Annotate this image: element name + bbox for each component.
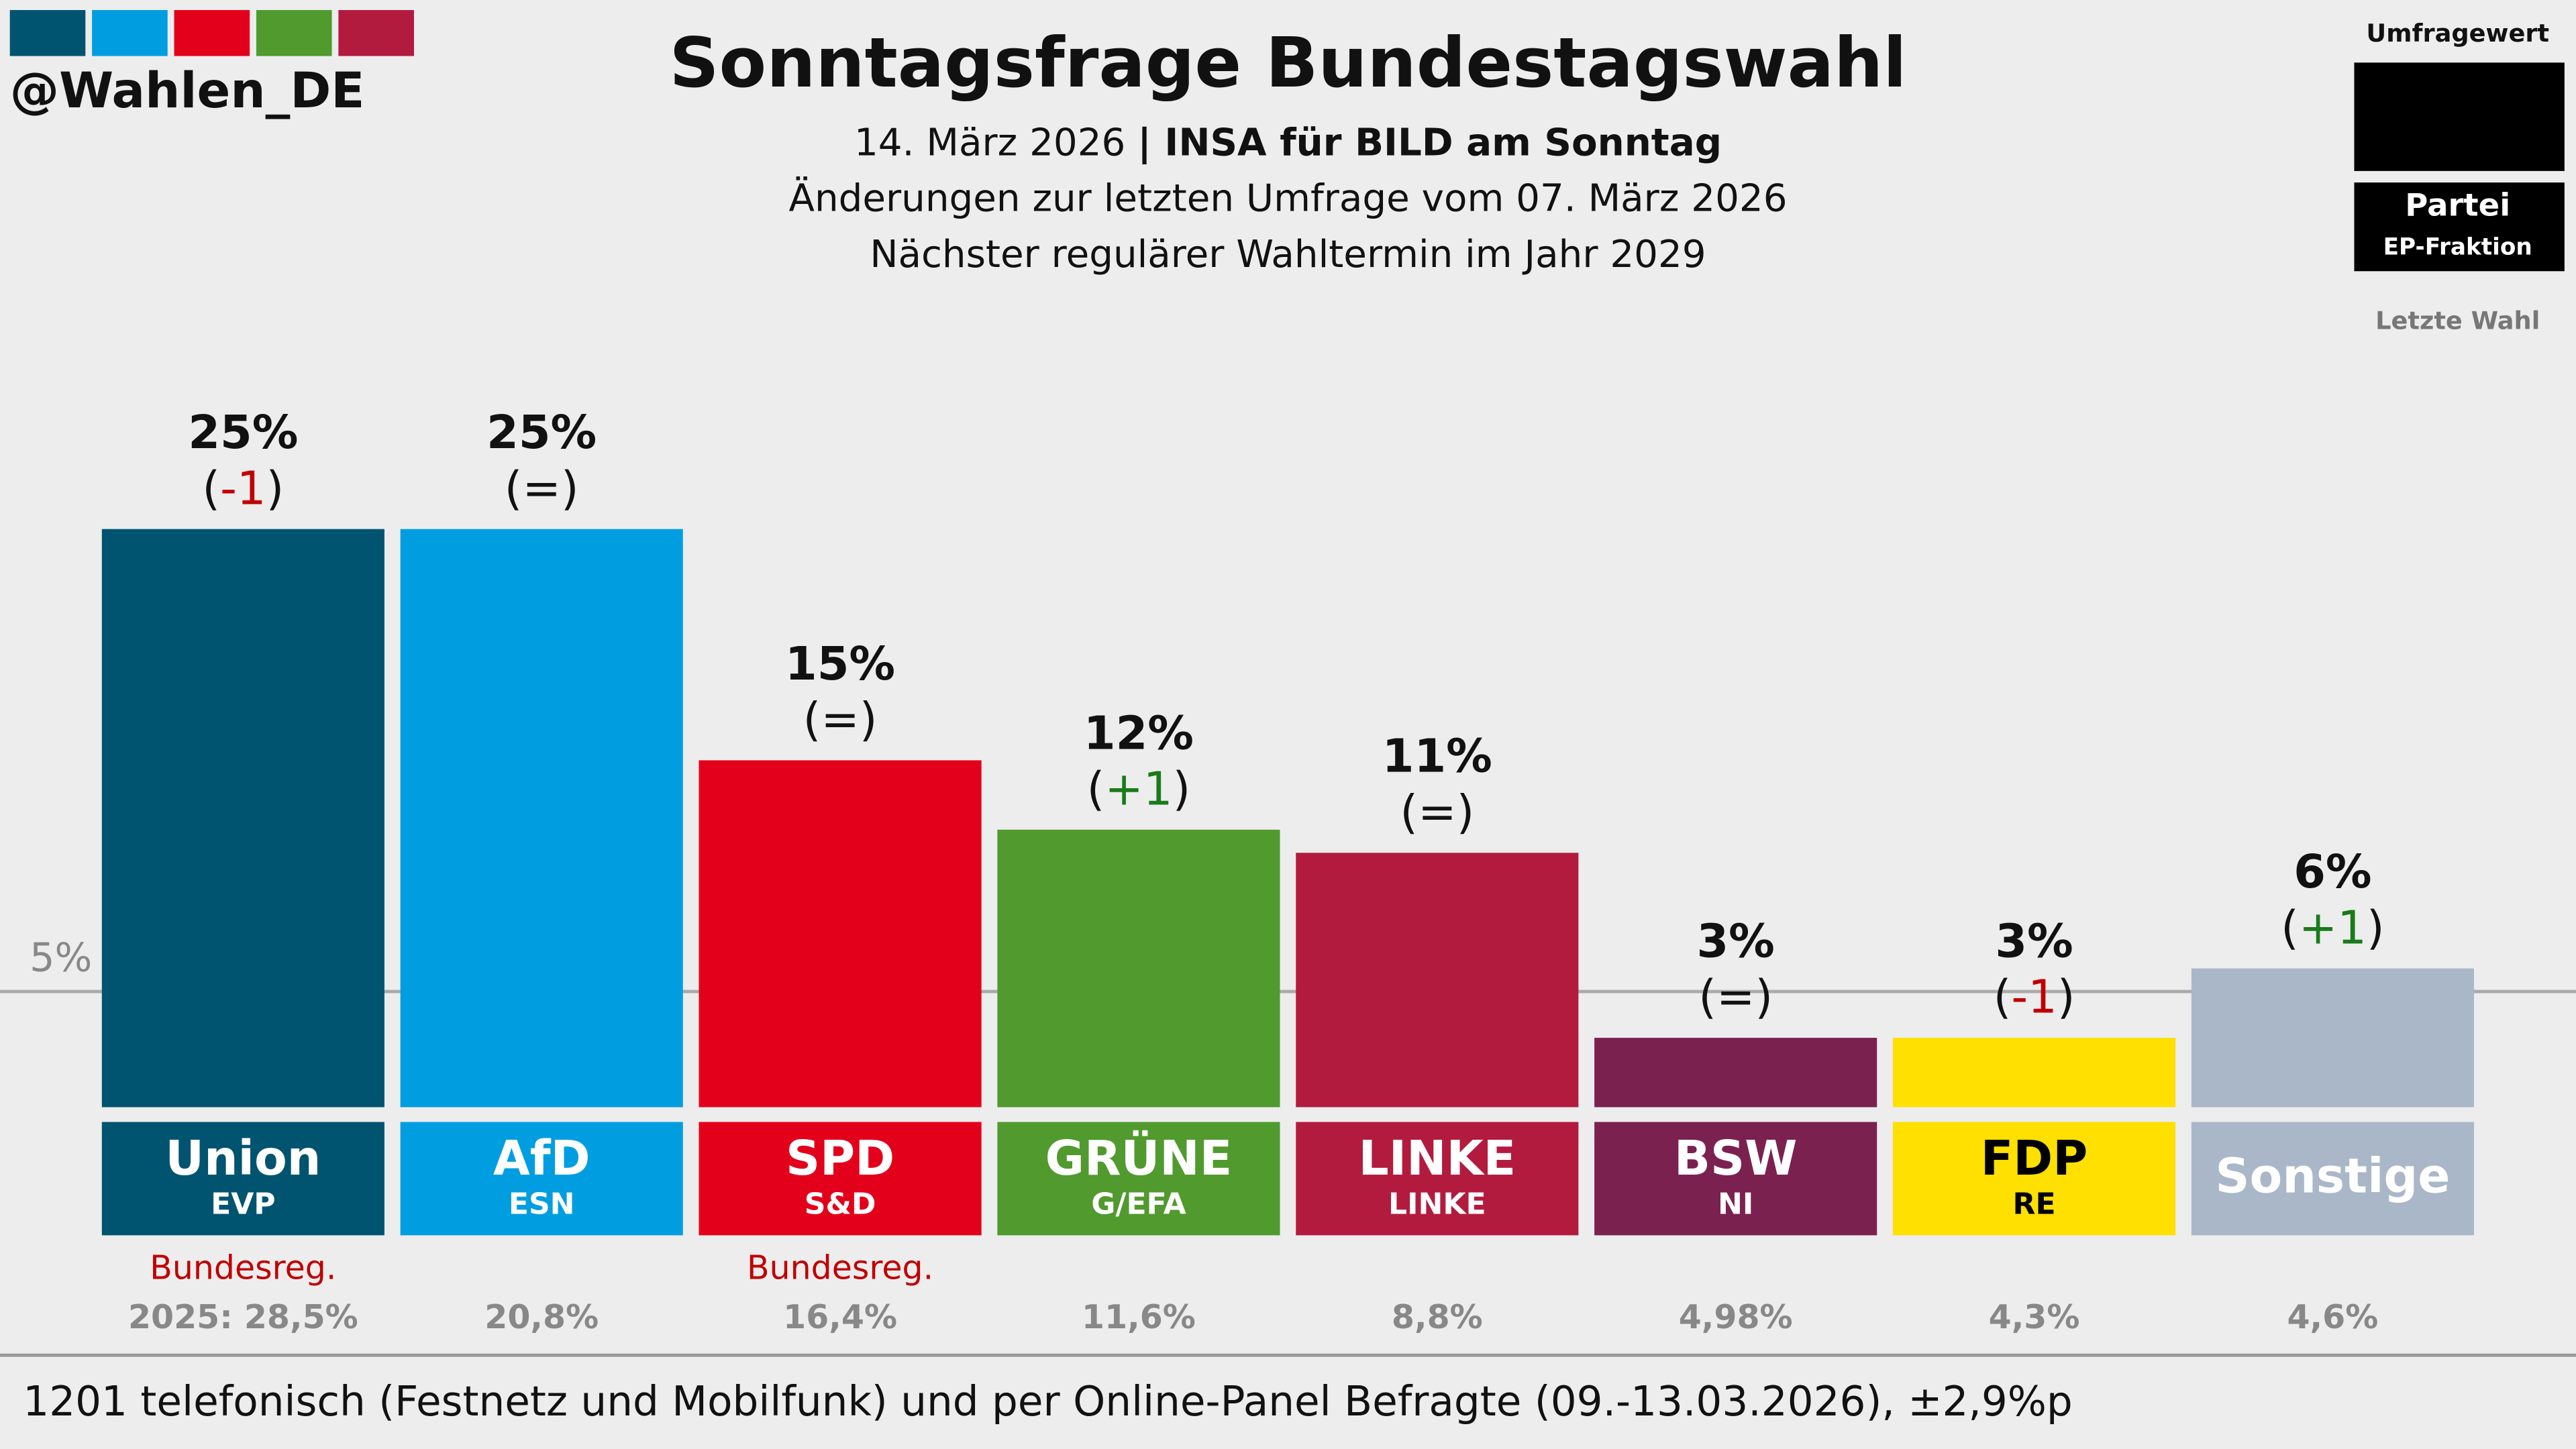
x-tick-label: LINKE [1359, 1130, 1516, 1186]
ep-group-label: S&D [805, 1187, 876, 1221]
last-election-label: 20,8% [484, 1298, 599, 1336]
ep-group-label: LINKE [1388, 1187, 1486, 1221]
party-box [2191, 1122, 2474, 1236]
note: 1201 telefonisch (Festnetz und Mobilfunk… [23, 1378, 2073, 1426]
change-label: (+1) [2281, 901, 2385, 955]
value-label: 3% [1995, 915, 2073, 969]
value-label: 11% [1382, 730, 1492, 784]
ep-group-label: EVP [211, 1187, 276, 1221]
bar [101, 529, 384, 1108]
legend: Umfragewert Partei EP-Fraktion Letzte Wa… [2354, 19, 2565, 335]
legend-box [2354, 182, 2565, 272]
bar [400, 529, 683, 1108]
party-box [699, 1122, 982, 1236]
value-label: 25% [188, 406, 298, 460]
legend-label: Letzte Wahl [2375, 307, 2540, 335]
last-election-label: 4,6% [2287, 1298, 2379, 1336]
party-box [101, 1122, 384, 1236]
logo [9, 9, 414, 56]
change-label: (=) [1698, 971, 1773, 1024]
party-box [1296, 1122, 1579, 1236]
y-tick-label: 5% [30, 934, 92, 981]
bar [2191, 968, 2474, 1108]
bar [699, 760, 982, 1108]
last-election-label: 4,98% [1679, 1298, 1793, 1336]
value-label: 12% [1084, 706, 1194, 760]
x-tick-label: FDP [1981, 1130, 2088, 1186]
subtitle: 14. März 2026 | INSA für BILD am Sonntag [854, 121, 1722, 165]
party-box [997, 1122, 1280, 1236]
change-label: (+1) [1087, 763, 1191, 816]
change-label: (=) [1400, 786, 1474, 839]
ep-group-label: NI [1718, 1187, 1753, 1221]
last-election-label: 11,6% [1082, 1298, 1196, 1336]
last-election-label: 4,3% [1989, 1298, 2080, 1336]
x-tick-label: Union [165, 1130, 321, 1186]
government-label: Bundesreg. [747, 1248, 933, 1287]
source: | INSA für BILD am Sonntag [1137, 121, 1722, 165]
party-box [1892, 1122, 2176, 1236]
change-label: (-1) [1994, 971, 2075, 1024]
change-label: (=) [505, 462, 579, 515]
subtitle: Nächster regulärer Wahltermin im Jahr 20… [870, 233, 1706, 276]
date: 14. März 2026 [854, 121, 1125, 164]
legend-label: Partei [2405, 186, 2510, 223]
bar [997, 829, 1280, 1108]
bar [1296, 853, 1579, 1108]
party-box [1594, 1122, 1877, 1236]
change-label: (-1) [202, 462, 284, 515]
ep-group-label: ESN [509, 1187, 575, 1221]
subtitle: Änderungen zur letzten Umfrage vom 07. M… [788, 176, 1787, 221]
legend-box [2354, 62, 2565, 171]
party-box [400, 1122, 683, 1236]
ep-group-label: RE [2013, 1187, 2056, 1221]
handle: @Wahlen_DE [10, 62, 365, 119]
value-label: 15% [785, 637, 895, 691]
change-label: (=) [803, 693, 878, 747]
government-label: Bundesreg. [150, 1248, 336, 1287]
x-tick-label: BSW [1674, 1130, 1798, 1186]
chart-title: Sonntagsfrage Bundestagswahl [670, 23, 1907, 103]
x-tick-label: SPD [786, 1130, 894, 1186]
last-election-label: 8,8% [1392, 1298, 1483, 1336]
bar [1892, 1038, 2176, 1108]
bar [1594, 1038, 1877, 1108]
last-election-label: 2025: 28,5% [128, 1298, 358, 1336]
legend-label: EP-Fraktion [2383, 233, 2532, 260]
x-tick-label: AfD [493, 1130, 590, 1186]
value-label: 6% [2294, 845, 2371, 899]
last-election-label: 16,4% [783, 1298, 897, 1336]
x-tick-label: GRÜNE [1045, 1130, 1233, 1186]
value-label: 3% [1696, 915, 1774, 969]
ep-group-label: G/EFA [1091, 1187, 1186, 1221]
legend-label: Umfragewert [2366, 19, 2549, 48]
x-tick-label: Sonstige [2215, 1148, 2450, 1204]
value-label: 25% [486, 406, 597, 460]
